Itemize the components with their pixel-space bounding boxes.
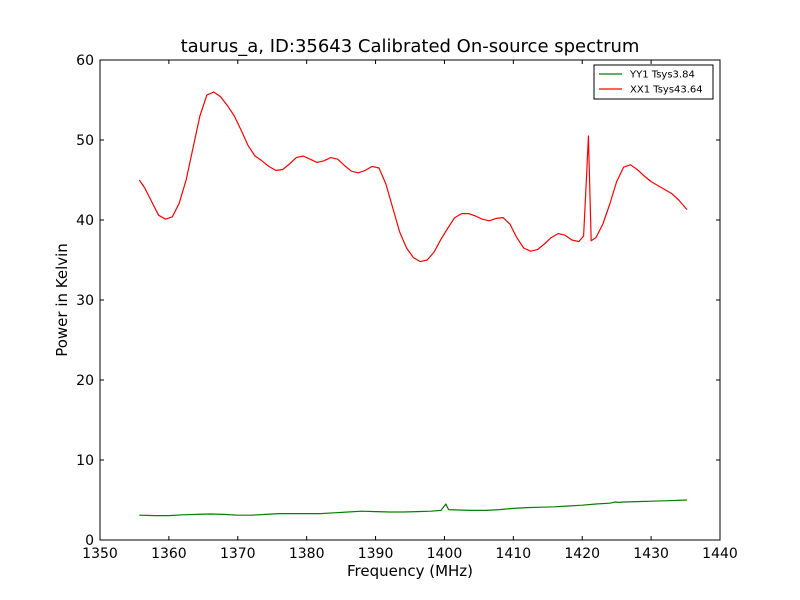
legend-entry-label: XX1 Tsys43.64 <box>630 85 703 96</box>
series-line-xx1 <box>138 91 688 263</box>
legend-box <box>593 64 714 100</box>
x-tick-label: 1410 <box>496 546 532 562</box>
x-tick-label: 1360 <box>151 546 187 562</box>
x-tick-label: 1440 <box>702 546 738 562</box>
y-tick-label: 60 <box>76 53 94 69</box>
y-tick-label: 40 <box>76 213 94 229</box>
x-tick-label: 1420 <box>564 546 600 562</box>
chart-title: taurus_a, ID:35643 Calibrated On-source … <box>181 36 640 57</box>
y-tick-label: 20 <box>76 373 94 389</box>
y-axis-label: Power in Kelvin <box>53 243 71 357</box>
x-tick-label: 1400 <box>427 546 463 562</box>
y-tick-label: 0 <box>85 533 94 549</box>
y-tick-label: 50 <box>76 133 94 149</box>
x-tick-label: 1370 <box>220 546 256 562</box>
x-tick-label: 1430 <box>633 546 669 562</box>
x-axis-label: Frequency (MHz) <box>347 562 473 580</box>
x-tick-label: 1380 <box>289 546 325 562</box>
y-tick-label: 30 <box>76 293 94 309</box>
x-tick-label: 1390 <box>358 546 394 562</box>
legend: YY1 Tsys3.84 XX1 Tsys43.64 <box>593 64 714 100</box>
y-tick-label: 10 <box>76 453 94 469</box>
x-tick-label: 1350 <box>82 546 118 562</box>
series-line-yy1 <box>139 499 687 517</box>
legend-entry-label: YY1 Tsys3.84 <box>629 70 695 81</box>
